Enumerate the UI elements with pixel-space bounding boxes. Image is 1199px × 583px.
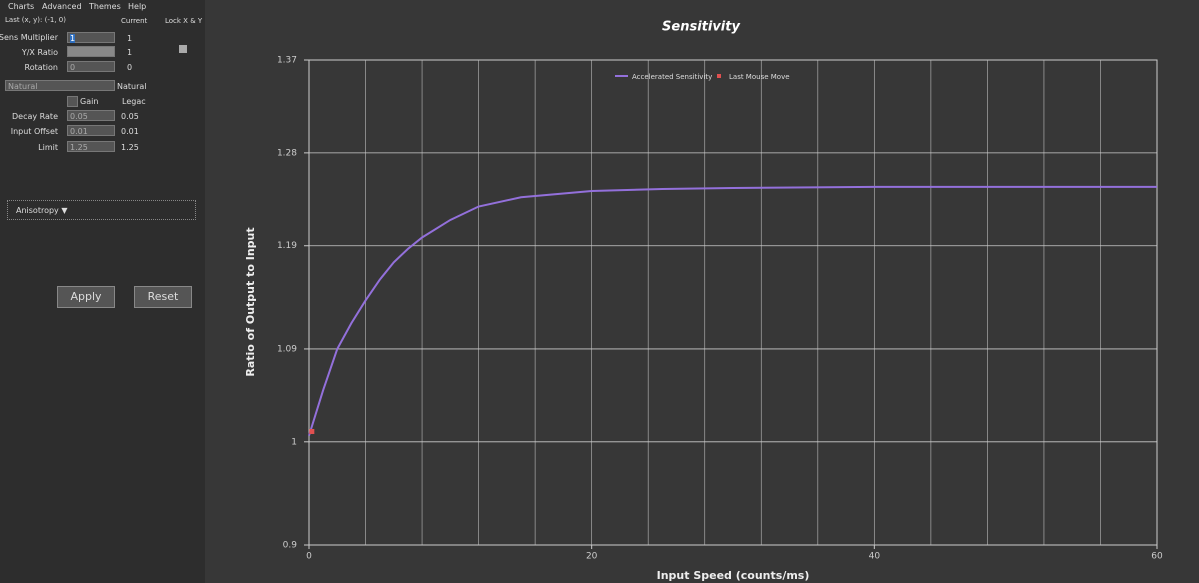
chart-title: Sensitivity	[662, 20, 740, 35]
menu-item[interactable]: Themes	[89, 2, 121, 11]
param-input[interactable]: 1.25	[67, 141, 115, 152]
param-label: Limit	[38, 143, 58, 152]
lock-label: Lock X & Y	[165, 17, 203, 25]
x-tick-label: 20	[586, 552, 598, 562]
menu-item[interactable]: Advanced	[42, 2, 82, 11]
legacy-label: Legac	[122, 97, 146, 106]
row-label: Y/X Ratio	[21, 48, 58, 57]
param-input[interactable]: 0.01	[67, 125, 115, 136]
y-tick-label: 1	[291, 437, 297, 447]
menu-item[interactable]: Help	[128, 2, 147, 11]
row-input[interactable]: 1	[67, 32, 115, 43]
sensitivity-curve	[308, 185, 1157, 436]
gain-label: Gain	[80, 97, 99, 106]
row-label: Sens Multiplier	[0, 33, 58, 42]
x-tick-label: 60	[1151, 552, 1163, 562]
mode-dropdown[interactable]: Natural	[5, 80, 115, 91]
lock-checkbox[interactable]	[179, 45, 187, 53]
legend-label: Accelerated Sensitivity	[632, 73, 712, 81]
menu-item[interactable]: Charts	[8, 2, 35, 11]
settings-panel: Charts Advanced Themes Help Last (x, y):…	[0, 0, 205, 583]
y-tick-label: 1.19	[277, 241, 297, 251]
mode-current: Natural	[117, 82, 147, 91]
row-current: 1	[127, 34, 133, 43]
x-tick-label: 40	[869, 552, 881, 562]
last-move: Last (x, y): (-1, 0)	[5, 16, 66, 24]
row-label: Rotation	[24, 63, 58, 72]
param-current: 1.25	[121, 143, 139, 152]
x-axis-label: Input Speed (counts/ms)	[657, 569, 810, 582]
row-input[interactable]	[67, 46, 115, 57]
gain-checkbox[interactable]	[67, 96, 78, 107]
anisotropy-toggle[interactable]: Anisotropy ▼	[7, 200, 196, 220]
param-input[interactable]: 0.05	[67, 110, 115, 121]
y-tick-label: 1.37	[277, 56, 297, 66]
param-current: 0.05	[121, 112, 139, 121]
y-tick-label: 0.9	[283, 541, 298, 551]
y-tick-label: 1.28	[277, 148, 297, 158]
last-move-marker	[309, 428, 315, 434]
x-tick-label: 0	[306, 552, 312, 562]
param-current: 0.01	[121, 127, 139, 136]
param-label: Decay Rate	[11, 112, 58, 121]
param-label: Input Offset	[10, 127, 58, 136]
apply-button[interactable]: Apply	[57, 286, 115, 308]
row-input[interactable]: 0	[67, 61, 115, 72]
chart: Sensitivity Input Speed (counts/ms) Rati…	[244, 20, 1163, 583]
row-current: 0	[127, 63, 133, 72]
y-axis-label: Ratio of Output to Input	[244, 227, 257, 376]
legend-label: Last Mouse Move	[729, 73, 790, 81]
reset-button[interactable]: Reset	[134, 286, 192, 308]
current-header: Current	[121, 17, 148, 25]
legend-swatch	[717, 74, 721, 78]
plot-frame	[308, 59, 1158, 546]
input-text: 1	[70, 34, 76, 43]
row-current: 1	[127, 48, 133, 57]
y-tick-label: 1.09	[277, 344, 297, 354]
